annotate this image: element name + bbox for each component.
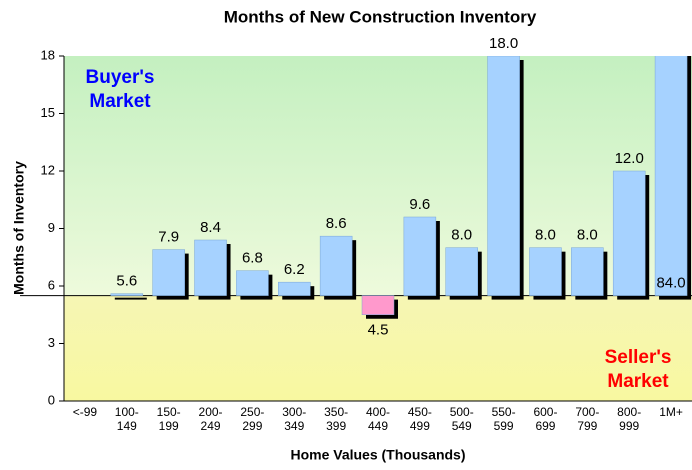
value-label: 12.0 — [615, 150, 644, 167]
bar — [361, 295, 395, 316]
bar — [152, 249, 185, 296]
x-tick-label: 350- 399 — [324, 405, 349, 433]
value-label: 18.0 — [489, 35, 518, 52]
x-axis-label: Home Values (Thousands) — [290, 447, 465, 463]
x-tick-label: 450- 499 — [407, 405, 432, 433]
y-axis-label: Months of Inventory — [11, 161, 27, 295]
value-label: 8.0 — [535, 227, 556, 244]
x-tick-label: 100- 149 — [114, 405, 139, 433]
bar — [445, 247, 478, 296]
bar — [403, 216, 437, 296]
bar — [110, 293, 144, 296]
x-tick-label: 800- 999 — [617, 405, 642, 433]
x-tick-label: <-99 — [72, 405, 98, 419]
value-label: 84.0 — [656, 275, 685, 292]
annotation: Seller's Market — [604, 347, 672, 392]
value-label: 6.2 — [284, 261, 305, 278]
y-tick-label: 9 — [48, 220, 55, 235]
x-tick-label: 600- 699 — [533, 405, 558, 433]
x-tick-label: 250- 299 — [240, 405, 265, 433]
annotation: Buyer's Market — [85, 67, 155, 112]
y-tick-label: 3 — [48, 335, 55, 350]
bar — [278, 281, 311, 296]
value-label: 8.0 — [577, 227, 598, 244]
value-label: 9.6 — [409, 196, 430, 213]
value-label: 4.5 — [368, 322, 389, 339]
value-label: 8.4 — [200, 219, 221, 236]
y-tick-label: 0 — [48, 392, 55, 407]
x-tick-label: 300- 349 — [282, 405, 307, 433]
value-label: 5.6 — [116, 273, 137, 290]
bar — [487, 56, 520, 296]
x-tick-label: 1M+ — [659, 405, 683, 419]
bar-shadow — [114, 297, 147, 300]
bar — [194, 239, 227, 296]
x-tick-label: 200- 249 — [198, 405, 223, 433]
value-label: 6.8 — [242, 250, 263, 267]
bar — [654, 56, 688, 296]
value-label: 7.9 — [158, 229, 179, 246]
x-tick-label: 400- 449 — [365, 405, 391, 433]
x-tick-label: 700- 799 — [575, 405, 600, 433]
y-tick-label: 6 — [48, 277, 55, 292]
y-tick-label: 12 — [41, 162, 55, 177]
y-tick-label: 15 — [41, 105, 55, 120]
bar — [571, 247, 604, 296]
bar — [529, 247, 562, 296]
x-tick-label: 550- 599 — [491, 405, 516, 433]
chart-title: Months of New Construction Inventory — [224, 7, 537, 26]
x-tick-label: 500- 549 — [449, 405, 474, 433]
value-label: 8.0 — [451, 227, 472, 244]
bar — [612, 170, 646, 296]
x-tick-label: 150- 199 — [156, 405, 181, 433]
y-tick-label: 18 — [41, 47, 55, 62]
value-label: 8.6 — [326, 215, 347, 232]
bar — [319, 235, 353, 296]
bar — [236, 270, 269, 296]
